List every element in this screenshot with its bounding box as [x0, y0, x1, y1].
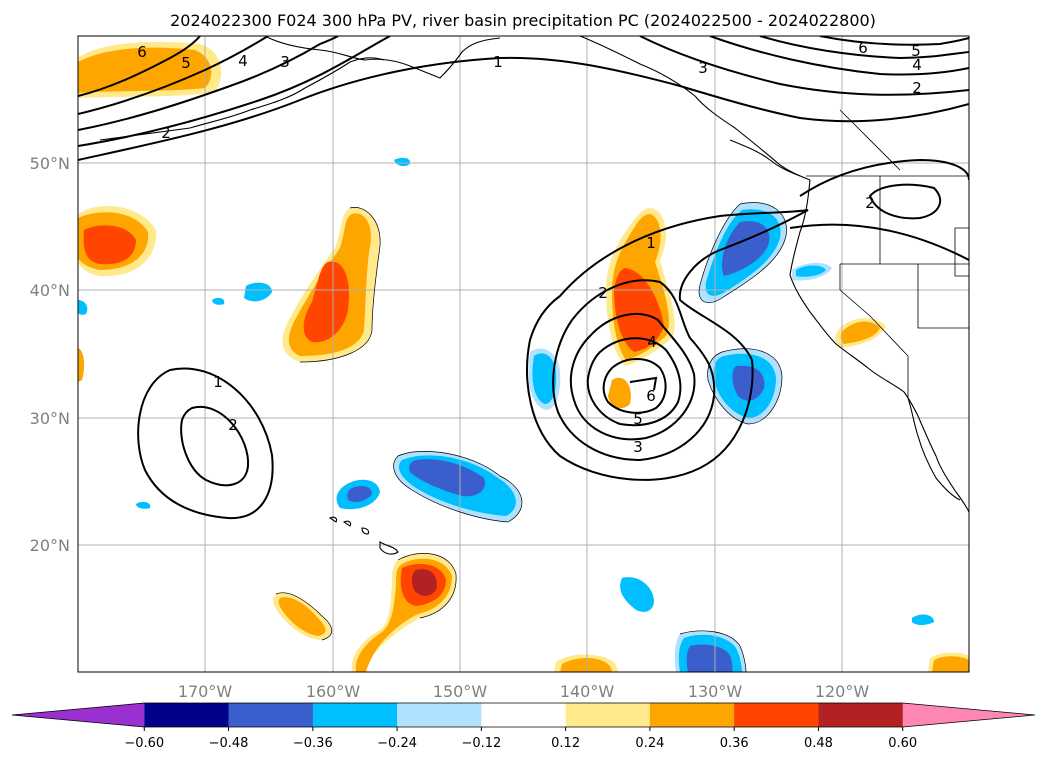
negative-precip-blob: [732, 365, 765, 401]
map-frame: [77, 35, 970, 673]
contour-label: 3: [633, 438, 643, 456]
negative-precip-blob: [409, 459, 486, 497]
contour-label: 4: [238, 52, 248, 70]
contour-label: 6: [137, 43, 147, 61]
negative-precip-blob: [796, 265, 826, 277]
contour-label: 3: [280, 53, 290, 71]
positive-precip-blob: [840, 321, 880, 344]
colorbar-swatch: [144, 703, 230, 727]
precip-anomaly-fills: [78, 41, 969, 672]
y-tick-label: 30°N: [30, 409, 70, 428]
x-tick-label: 120°W: [815, 682, 870, 701]
colorbar-swatch: [397, 703, 482, 727]
positive-precip-blob: [278, 597, 326, 636]
contour-label: 5: [911, 42, 921, 60]
positive-precip-blob: [560, 658, 612, 672]
negative-precip-blob: [912, 614, 934, 625]
colorbar-ticks: −0.60 −0.48 −0.36 −0.24 −0.12 0.12 0.24 0.36 0.4…: [124, 727, 917, 751]
pv-contour-labels: 1 2 1 2 4 6 5 3 6 5 4 3 2 1 3 6 5 4 2 2: [137, 39, 922, 456]
map-gridlines: [78, 36, 969, 672]
colorbar-tick-label: −0.60: [124, 736, 164, 751]
contour-label: 1: [213, 373, 223, 391]
colorbar-swatch: [565, 703, 651, 727]
negative-precip-blob: [244, 282, 272, 302]
colorbar-tick-label: 0.36: [720, 736, 749, 751]
negative-precip-blob: [620, 577, 654, 612]
colorbar-tick-label: −0.36: [293, 736, 333, 751]
positive-precip-blob: [411, 569, 437, 596]
colorbar-swatch: [649, 703, 735, 727]
negative-precip-blob: [78, 300, 88, 315]
colorbar-tick-label: 0.60: [888, 736, 917, 751]
contour-label: 2: [161, 124, 171, 142]
x-tick-label: 140°W: [560, 682, 615, 701]
contour-label: 4: [912, 56, 922, 74]
colorbar-extend-min: [12, 703, 145, 727]
contour-label: 3: [698, 59, 708, 77]
colorbar-tick-label: −0.24: [377, 736, 417, 751]
contour-label: 2: [228, 416, 238, 434]
negative-precip-blob: [532, 353, 557, 404]
positive-precip-blob: [83, 225, 136, 265]
positive-precip-blob: [78, 348, 85, 382]
y-tick-label: 50°N: [30, 154, 70, 173]
colorbar-tick-label: 0.12: [551, 736, 580, 751]
x-tick-label: 170°W: [178, 682, 233, 701]
pv-contours: [78, 36, 969, 520]
y-tick-label: 20°N: [30, 536, 70, 555]
x-tick-label: 150°W: [433, 682, 488, 701]
contour-label: 5: [633, 410, 643, 428]
colorbar-swatch: [312, 703, 398, 727]
negative-precip-blob: [136, 501, 151, 509]
negative-precip-blob: [212, 297, 225, 305]
contour-label: 1: [646, 234, 656, 252]
positive-precip-blob: [303, 261, 350, 343]
positive-precip-blob: [608, 377, 631, 409]
negative-precip-blob: [394, 157, 411, 167]
negative-precip-blob: [686, 644, 733, 672]
contour-label: 2: [598, 284, 608, 302]
colorbar-swatch: [734, 703, 819, 727]
negative-precip-blob: [347, 486, 372, 502]
colorbar-extend-max: [902, 703, 1035, 727]
y-tick-label: 40°N: [30, 281, 70, 300]
colorbar-tick-label: 0.24: [635, 736, 664, 751]
contour-label: 6: [858, 39, 868, 57]
contour-label: 6: [646, 387, 656, 405]
contour-label: 2: [912, 79, 922, 97]
coastlines: [99, 36, 969, 555]
colorbar-swatch: [818, 703, 904, 727]
contour-label: 5: [181, 54, 191, 72]
colorbar-swatch: [481, 703, 567, 727]
colorbar-tick-label: 0.48: [804, 736, 833, 751]
political-borders: [806, 109, 969, 398]
positive-precip-blob: [932, 656, 969, 672]
colorbar: [11, 702, 1036, 728]
colorbar-tick-label: −0.48: [209, 736, 249, 751]
x-axis-ticks: 170°W 160°W 150°W 140°W 130°W 120°W: [178, 682, 870, 701]
y-axis-ticks: 20°N 30°N 40°N 50°N: [30, 154, 70, 555]
chart-title: 2024022300 F024 300 hPa PV, river basin …: [170, 11, 876, 30]
contour-label: 2: [865, 194, 875, 212]
x-tick-label: 160°W: [306, 682, 361, 701]
colorbar-tick-label: −0.12: [461, 736, 501, 751]
colorbar-swatch: [228, 703, 314, 727]
contour-label: 1: [493, 53, 503, 71]
x-tick-label: 130°W: [688, 682, 743, 701]
positive-precip-blob: [614, 268, 664, 352]
contour-label: 4: [647, 333, 657, 351]
